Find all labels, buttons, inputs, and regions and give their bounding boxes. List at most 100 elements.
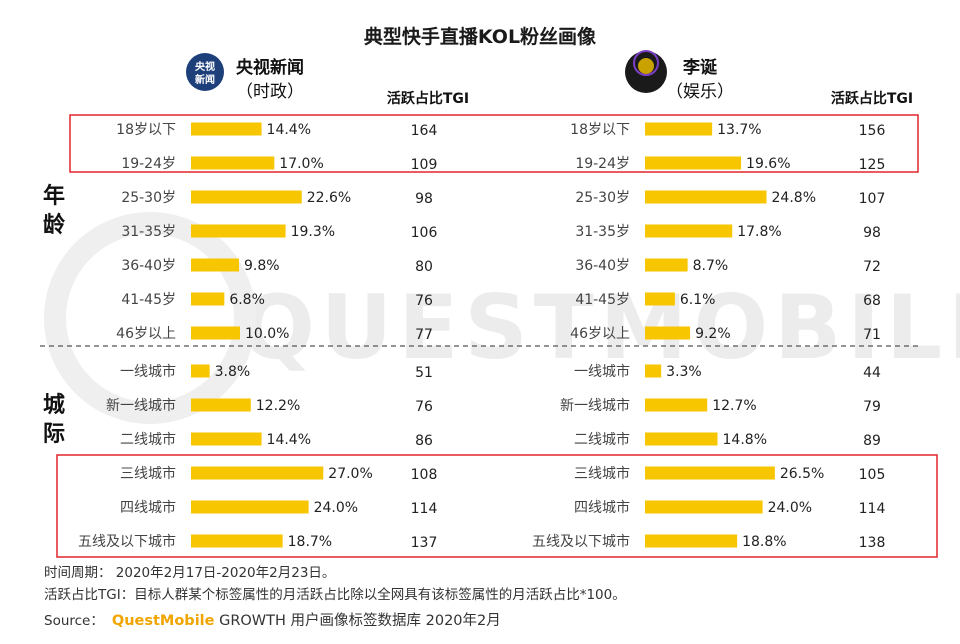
category-label: 新一线城市 [106, 397, 176, 414]
avatar-halo [633, 50, 659, 76]
category-label: 四线城市 [574, 499, 630, 516]
tgi-value: 79 [863, 399, 881, 415]
bar [191, 292, 225, 306]
bar [191, 364, 210, 378]
category-label: 一线城市 [120, 363, 176, 380]
tgi-value: 80 [415, 259, 433, 275]
category-label: 19-24岁 [575, 156, 630, 172]
data-label: 14.8% [723, 432, 767, 448]
data-label: 26.5% [780, 466, 824, 482]
chart-title: 典型快手直播KOL粉丝画像 [364, 25, 597, 48]
tgi-value: 77 [415, 327, 433, 343]
tgi-value: 137 [411, 535, 438, 551]
watermark-ring [44, 212, 256, 424]
bar [191, 398, 251, 412]
group-label-age-1: 年 [43, 183, 65, 209]
tgi-value: 108 [411, 467, 438, 483]
kol-name: 央视新闻 [236, 57, 304, 78]
tgi-value: 125 [859, 157, 886, 173]
category-label: 25-30岁 [121, 190, 176, 206]
source-brand: QuestMobile [112, 613, 215, 629]
category-label: 25-30岁 [575, 190, 630, 206]
highlight-box-young [69, 114, 919, 173]
avatar [186, 53, 224, 91]
tgi-value: 164 [411, 123, 438, 139]
bar [645, 258, 688, 272]
category-label: 新一线城市 [560, 397, 630, 414]
tgi-value: 109 [411, 157, 438, 173]
tgi-value: 114 [859, 501, 886, 517]
data-label: 6.8% [229, 292, 265, 308]
data-label: 18.7% [288, 534, 332, 550]
data-label: 6.1% [680, 292, 716, 308]
data-label: 14.4% [267, 122, 311, 138]
bar [645, 500, 763, 514]
watermark-text: QUESTMOBILE [240, 276, 960, 379]
category-label: 31-35岁 [575, 224, 630, 240]
category-label: 18岁以下 [116, 122, 176, 138]
bar [191, 432, 262, 446]
bar [645, 398, 708, 412]
category-label: 46岁以上 [116, 326, 176, 342]
data-label: 19.3% [291, 224, 335, 240]
avatar-text-line2: 新闻 [195, 73, 215, 86]
category-label: 三线城市 [120, 465, 176, 482]
footer-source: Source： QuestMobile GROWTH 用户画像标签数据库 2020… [44, 612, 501, 629]
bar [645, 292, 675, 306]
data-label: 24.0% [768, 500, 812, 516]
data-label: 27.0% [328, 466, 372, 482]
kol-name: 李诞 [683, 57, 718, 78]
data-label: 8.7% [693, 258, 729, 274]
kol-category: （娱乐） [666, 82, 734, 102]
avatar-text-line1: 央视 [195, 60, 215, 73]
bar [191, 500, 309, 514]
tgi-value: 138 [859, 535, 886, 551]
data-label: 3.8% [215, 364, 251, 380]
data-label: 24.8% [772, 190, 816, 206]
tgi-value: 86 [415, 433, 433, 449]
bar [191, 258, 240, 272]
data-label: 10.0% [245, 326, 289, 342]
bar [645, 432, 718, 446]
data-label: 9.8% [244, 258, 280, 274]
category-label: 41-45岁 [575, 292, 630, 308]
avatar-face [638, 58, 654, 74]
tgi-value: 44 [863, 365, 881, 381]
bar [645, 190, 767, 204]
category-label: 36-40岁 [121, 258, 176, 274]
bar [191, 122, 262, 136]
data-label: 17.8% [737, 224, 781, 240]
tgi-value: 106 [411, 225, 438, 241]
kol-category: （时政） [236, 82, 304, 102]
source-prefix: Source： [44, 613, 104, 629]
data-label: 22.6% [307, 190, 351, 206]
category-label: 18岁以下 [570, 122, 630, 138]
category-label: 五线及以下城市 [78, 533, 176, 550]
data-label: 24.0% [314, 500, 358, 516]
category-label: 一线城市 [574, 363, 630, 380]
highlight-box-lower-tier [56, 454, 938, 558]
data-label: 12.7% [712, 398, 756, 414]
tgi-value: 76 [415, 293, 433, 309]
bar [191, 224, 286, 238]
group-label-city-2: 际 [43, 422, 65, 447]
bar [645, 326, 691, 340]
category-label: 31-35岁 [121, 224, 176, 240]
data-label: 12.2% [256, 398, 300, 414]
category-label: 三线城市 [574, 465, 630, 482]
tgi-value: 98 [415, 191, 433, 207]
panel-right: 李诞 （娱乐） 活跃占比TGI 18岁以下 13.7% 156 19-24岁 19.6% 125… [532, 50, 913, 551]
bar [645, 364, 662, 378]
data-label: 14.4% [267, 432, 311, 448]
category-label: 五线及以下城市 [532, 533, 630, 550]
tgi-value: 71 [863, 327, 881, 343]
tgi-value: 51 [415, 365, 433, 381]
bar [645, 534, 738, 548]
tgi-value: 114 [411, 501, 438, 517]
tgi-value: 89 [863, 433, 881, 449]
data-label: 17.0% [279, 156, 323, 172]
group-label-city-1: 城 [43, 392, 65, 418]
bar [645, 224, 733, 238]
data-label: 13.7% [717, 122, 761, 138]
tgi-header: 活跃占比TGI [387, 90, 469, 107]
